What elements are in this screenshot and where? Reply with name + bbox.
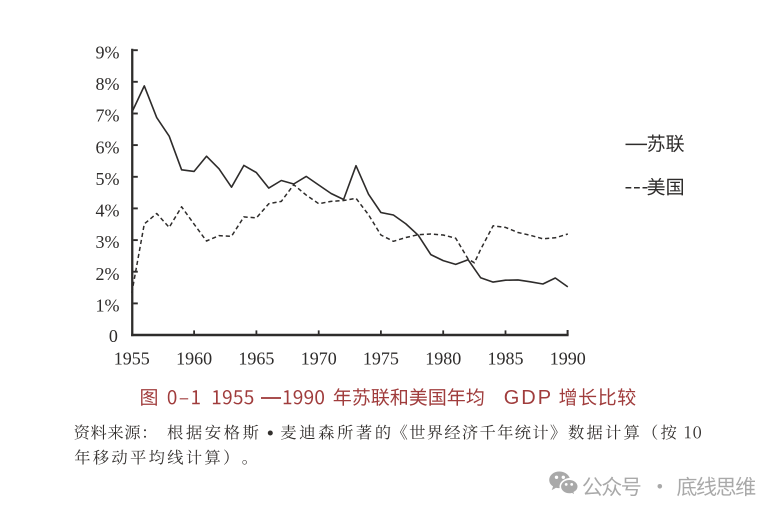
svg-text:5%: 5% bbox=[96, 169, 120, 189]
svg-text:1965: 1965 bbox=[238, 348, 274, 368]
svg-text:0: 0 bbox=[109, 326, 118, 346]
svg-text:8%: 8% bbox=[96, 74, 120, 94]
svg-text:6%: 6% bbox=[96, 137, 120, 157]
svg-text:1975: 1975 bbox=[363, 348, 399, 368]
svg-text:1955: 1955 bbox=[114, 348, 150, 368]
svg-text:1980: 1980 bbox=[425, 348, 461, 368]
svg-text:1985: 1985 bbox=[488, 348, 524, 368]
svg-text:1970: 1970 bbox=[301, 348, 337, 368]
svg-text:GDP: GDP bbox=[504, 387, 553, 409]
svg-text:9%: 9% bbox=[96, 42, 120, 62]
svg-text:4%: 4% bbox=[96, 201, 120, 221]
svg-text:7%: 7% bbox=[96, 106, 120, 126]
svg-text:1960: 1960 bbox=[176, 348, 212, 368]
svg-text:1%: 1% bbox=[96, 296, 120, 316]
svg-text:3%: 3% bbox=[96, 232, 120, 252]
svg-text:2%: 2% bbox=[96, 264, 120, 284]
svg-text:1990: 1990 bbox=[550, 348, 586, 368]
